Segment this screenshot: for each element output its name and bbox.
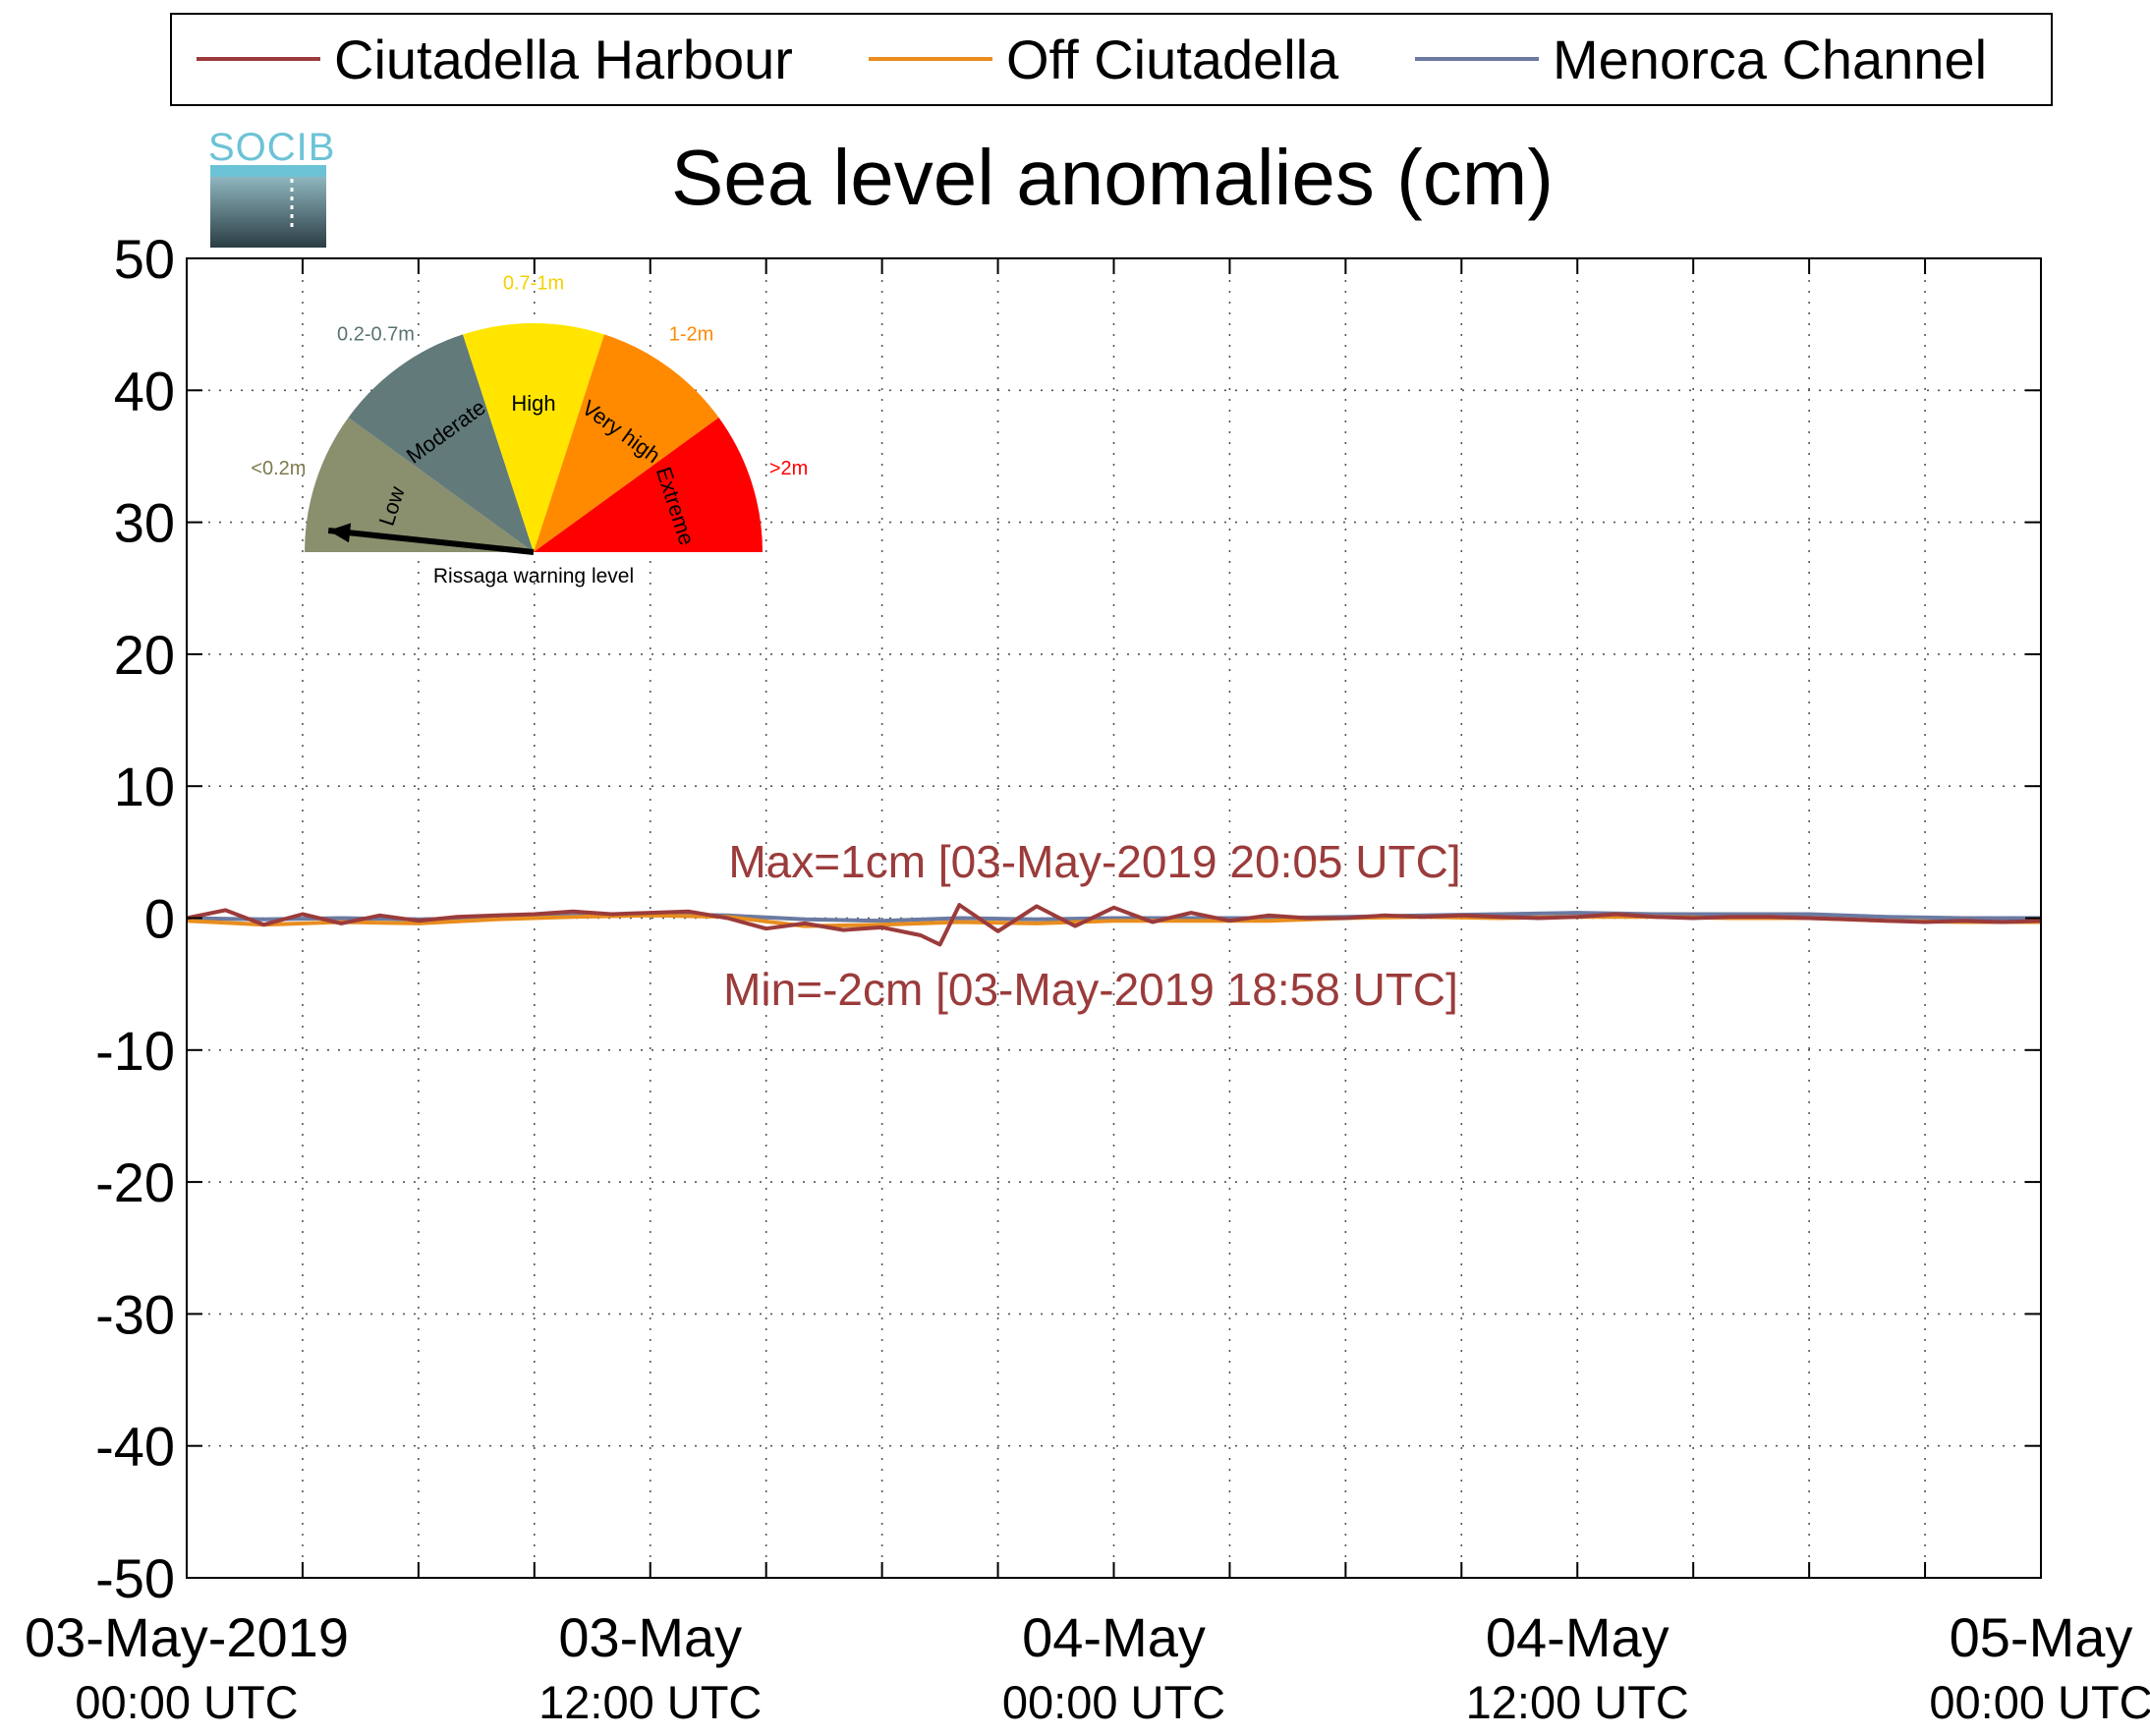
x-tick-sublabel: 00:00 UTC (75, 1676, 298, 1728)
chart-title: Sea level anomalies (cm) (671, 134, 1554, 221)
y-tick-label: 10 (114, 756, 175, 817)
legend: Ciutadella Harbour Off Ciutadella Menorc… (170, 13, 2053, 106)
legend-label-ciutadella-harbour: Ciutadella Harbour (334, 28, 793, 90)
max-annotation: Max=1cm [03-May-2019 20:05 UTC] (728, 836, 1460, 887)
y-tick-label: 0 (144, 888, 175, 950)
y-tick-label: -40 (95, 1416, 175, 1478)
legend-label-menorca-channel: Menorca Channel (1553, 28, 1987, 90)
gauge-segment (534, 418, 763, 552)
series-lines (186, 903, 2042, 947)
socib-logo: SOCIB (208, 126, 335, 248)
gauge-segment (348, 334, 534, 552)
x-tick-sublabel: 12:00 UTC (1466, 1676, 1689, 1728)
y-tick-label: -30 (95, 1283, 175, 1345)
gauge-needle (327, 528, 535, 555)
gauge-range-label: 1-2m (669, 323, 714, 345)
gauge-level-name: High (511, 391, 555, 416)
x-tick-sublabel: 00:00 UTC (1929, 1676, 2150, 1728)
socib-logo-band (210, 165, 326, 177)
socib-logo-text: SOCIB (208, 126, 335, 169)
legend-box (170, 13, 2053, 106)
gauge-range-label: >2m (769, 458, 808, 479)
legend-label-off-ciutadella: Off Ciutadella (1006, 28, 1339, 90)
y-tick-label: -10 (95, 1020, 175, 1082)
x-tick-sublabel: 12:00 UTC (538, 1676, 762, 1728)
x-tick-label: 05-May (1950, 1606, 2133, 1668)
gauge-segment (534, 334, 719, 552)
y-tick-label: 40 (114, 360, 175, 421)
y-tick-label: 20 (114, 624, 175, 686)
x-tick-label: 04-May (1022, 1606, 1206, 1668)
y-tick-label: 50 (114, 228, 175, 290)
gauge-range-label: <0.2m (251, 458, 306, 479)
x-tick-sublabel: 00:00 UTC (1002, 1676, 1225, 1728)
socib-logo-block (210, 177, 326, 248)
gauge-segment (463, 322, 604, 552)
x-tick-label: 04-May (1486, 1606, 1669, 1668)
series-line (186, 903, 2042, 947)
gauge-range-label: 0.2-0.7m (337, 323, 415, 345)
gauge-needle-head (328, 523, 352, 543)
y-tick-label: 30 (114, 492, 175, 554)
min-annotation: Min=-2cm [03-May-2019 18:58 UTC] (723, 964, 1458, 1015)
gauge-range-label: 0.7-1m (503, 272, 564, 294)
gauge-caption: Rissaga warning level (433, 565, 634, 588)
y-tick-label: -50 (95, 1547, 175, 1609)
y-tick-label: -20 (95, 1151, 175, 1213)
gauge-segment (305, 418, 534, 552)
x-tick-label: 03-May (558, 1606, 742, 1668)
x-tick-label: 03-May-2019 (25, 1606, 349, 1668)
